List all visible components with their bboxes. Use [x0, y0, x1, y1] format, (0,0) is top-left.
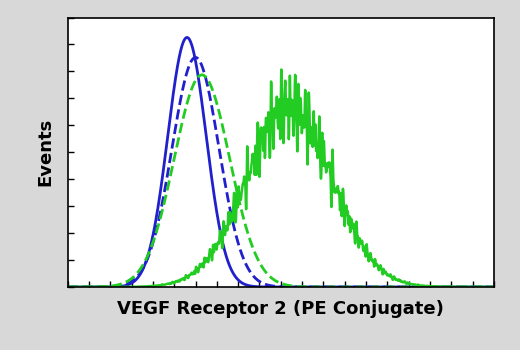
X-axis label: VEGF Receptor 2 (PE Conjugate): VEGF Receptor 2 (PE Conjugate): [118, 300, 444, 318]
Y-axis label: Events: Events: [36, 118, 55, 186]
